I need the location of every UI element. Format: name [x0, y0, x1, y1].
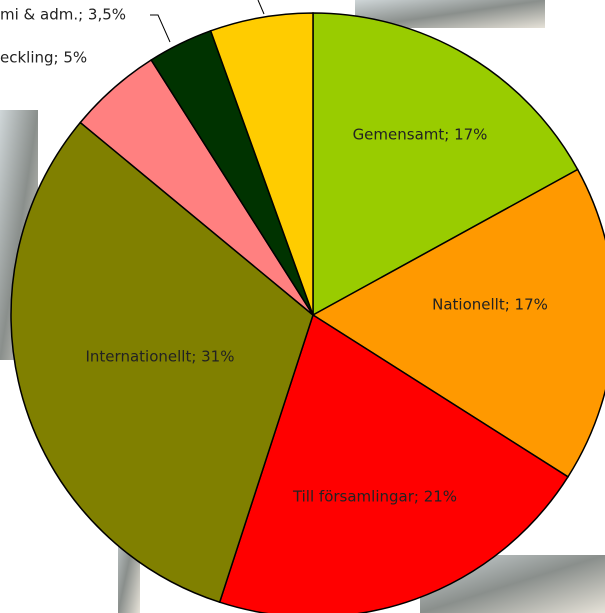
chart: Gemensamt; 17% Nationellt; 17% Till förs…: [0, 0, 605, 613]
slice-label: Internationellt; 31%: [86, 348, 235, 366]
slice-label: Till församlingar; 21%: [292, 488, 457, 506]
slice-label: Gemensamt; 17%: [353, 126, 488, 144]
slice-label: Nationellt; 17%: [432, 296, 548, 314]
leader-line: [150, 15, 170, 42]
slice-label: eckling; 5%: [0, 49, 87, 67]
slice-label: mi & adm.; 3,5%: [0, 6, 126, 24]
leader-line: [258, 0, 264, 14]
